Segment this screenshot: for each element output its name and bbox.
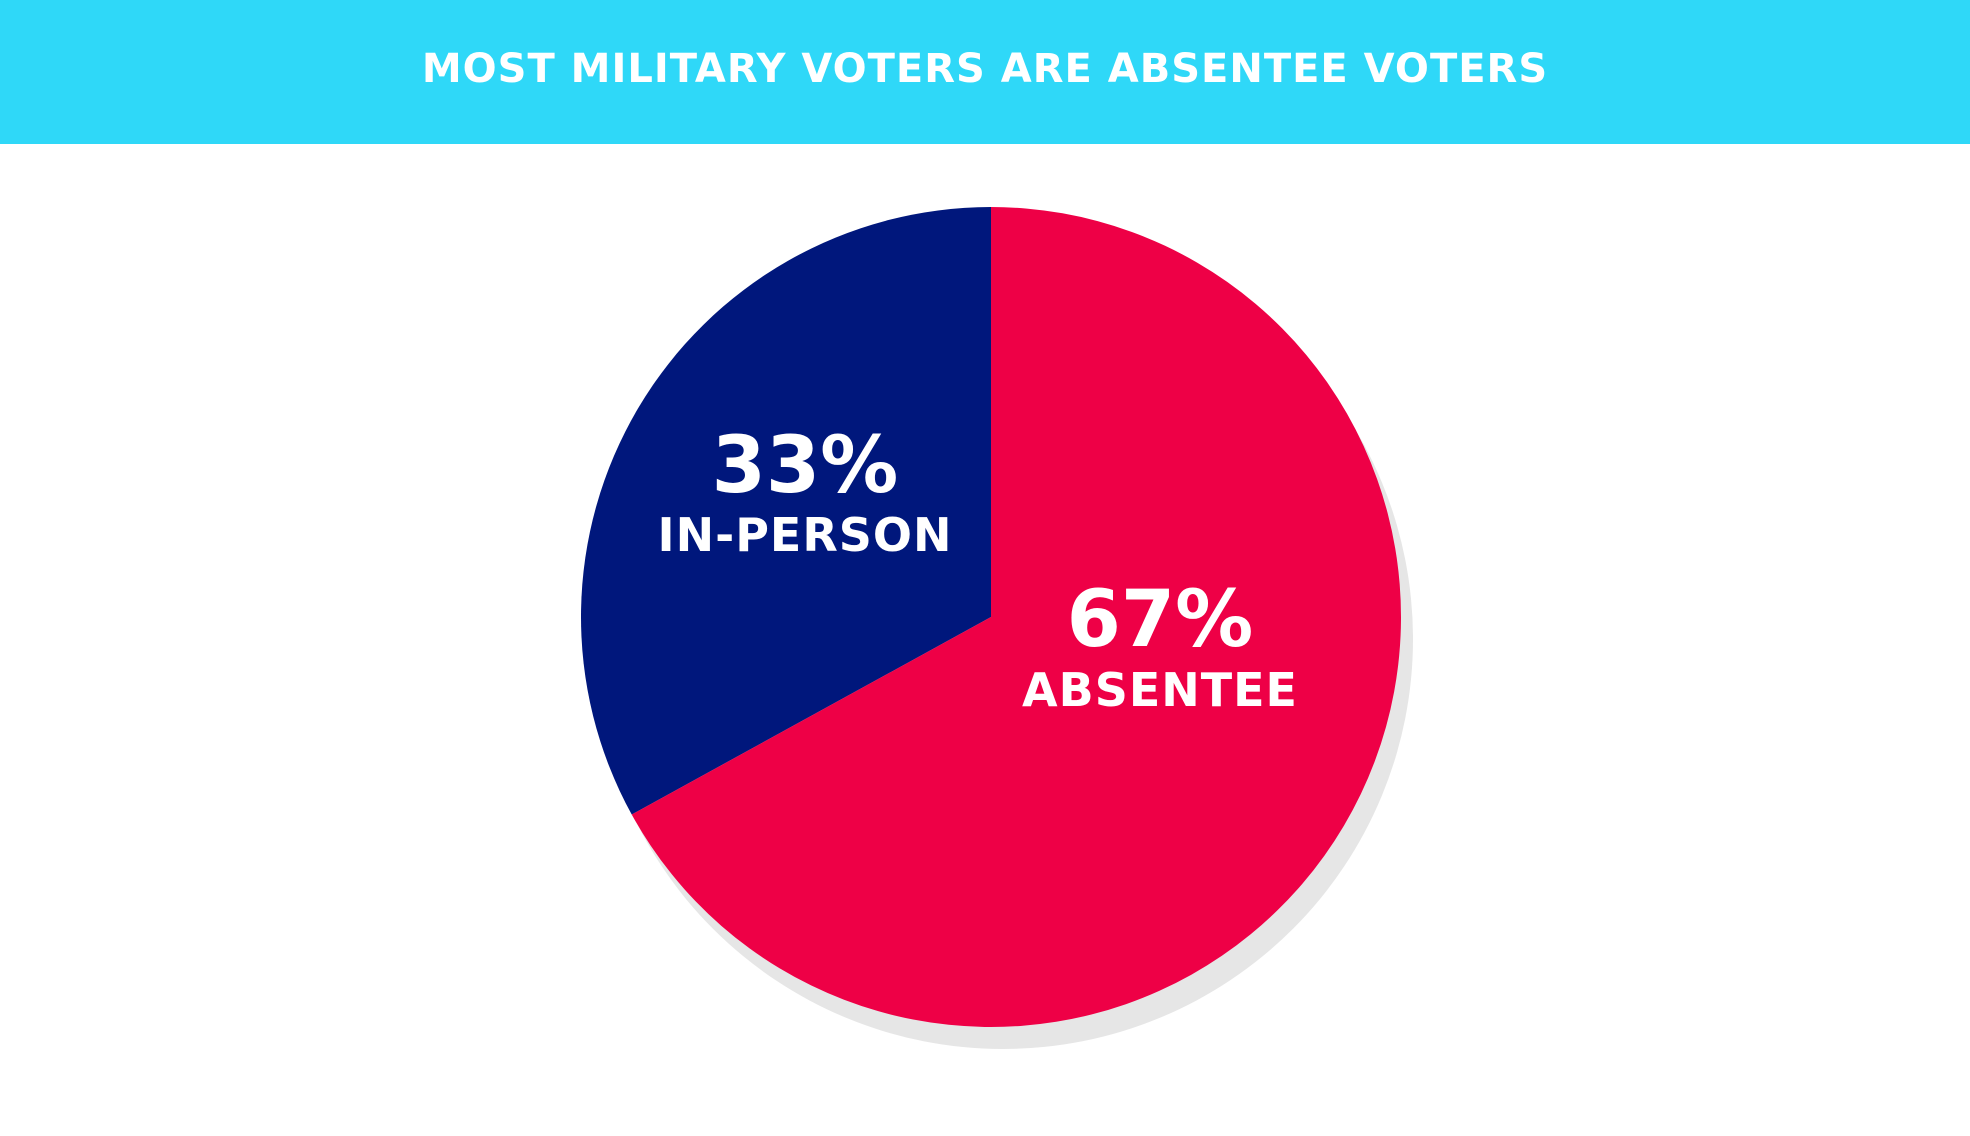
pie-labels: 33%IN-PERSON 67%ABSENTEE (658, 421, 1298, 717)
slice-value-label-in-person: 33% (712, 421, 899, 511)
pie-slice-absentee (631, 207, 1402, 1027)
chart-title: MOST MILITARY VOTERS ARE ABSENTEE VOTERS (421, 46, 1549, 92)
slice-name-label-in-person: IN-PERSON (658, 508, 953, 562)
slice-value-label-absentee: 67% (1067, 575, 1254, 665)
pie-slices (580, 207, 1402, 1027)
pie-slice-in-person (580, 207, 991, 815)
header-bar: MOST MILITARY VOTERS ARE ABSENTEE VOTERS (0, 0, 1970, 144)
slice-name-label-absentee: ABSENTEE (1022, 663, 1298, 717)
